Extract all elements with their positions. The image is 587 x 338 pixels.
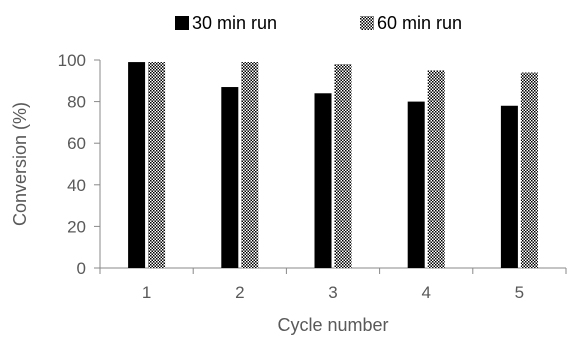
bar-series-1-cycle-3 bbox=[314, 93, 332, 268]
bar-series-2-cycle-4 bbox=[427, 70, 445, 269]
y-axis-title: Conversion (%) bbox=[10, 102, 30, 226]
legend-item-series-2: 60 min run bbox=[360, 13, 462, 33]
y-tick-label: 20 bbox=[67, 217, 86, 236]
legend: 30 min run 60 min run bbox=[175, 13, 462, 33]
legend-item-series-1: 30 min run bbox=[175, 13, 277, 33]
x-axis-ticks: 1 2 3 4 5 bbox=[99, 268, 567, 302]
y-tick-label: 0 bbox=[77, 259, 86, 278]
legend-label-series-2: 60 min run bbox=[377, 13, 462, 33]
bar-series-2-cycle-3 bbox=[334, 64, 352, 268]
x-tick-label: 1 bbox=[142, 283, 151, 302]
bar-series-2-cycle-2 bbox=[241, 62, 259, 268]
y-tick-label: 80 bbox=[67, 93, 86, 112]
y-tick-label: 60 bbox=[67, 134, 86, 153]
bar-series-1-cycle-2 bbox=[221, 87, 239, 268]
bar-series-1-cycle-4 bbox=[407, 101, 425, 268]
bar-series-2-cycle-1 bbox=[148, 62, 166, 268]
x-axis-title: Cycle number bbox=[277, 315, 388, 335]
legend-swatch-series-2 bbox=[360, 16, 374, 30]
x-tick-label: 3 bbox=[328, 283, 337, 302]
bar-series-1-cycle-5 bbox=[500, 105, 518, 268]
bars bbox=[128, 62, 538, 269]
y-tick-label: 100 bbox=[58, 51, 86, 70]
y-tick-label: 40 bbox=[67, 176, 86, 195]
x-tick-label: 5 bbox=[515, 283, 524, 302]
legend-swatch-series-1 bbox=[175, 16, 189, 30]
y-axis-ticks: 0 20 40 60 80 100 bbox=[58, 51, 100, 278]
x-tick-label: 2 bbox=[235, 283, 244, 302]
bar-series-1-cycle-1 bbox=[128, 62, 146, 268]
bar-series-2-cycle-5 bbox=[520, 72, 538, 268]
legend-label-series-1: 30 min run bbox=[192, 13, 277, 33]
x-tick-label: 4 bbox=[421, 283, 430, 302]
